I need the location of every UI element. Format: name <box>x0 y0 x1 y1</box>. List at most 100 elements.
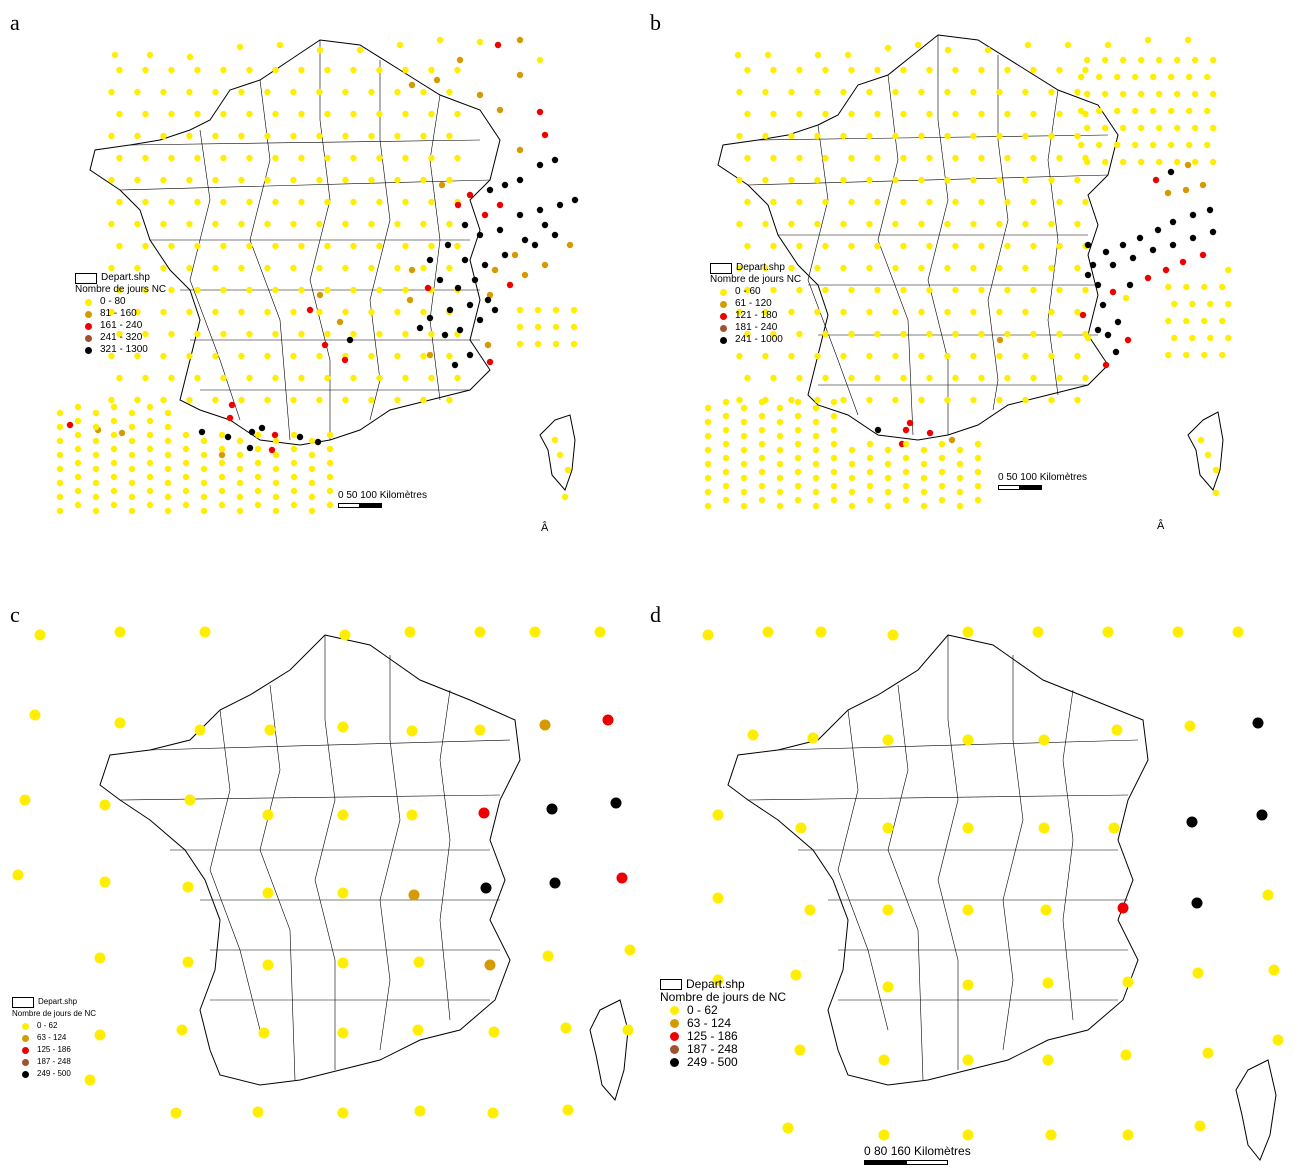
station-dot <box>812 446 820 454</box>
station-dot <box>128 465 136 473</box>
station-dot <box>1101 124 1109 132</box>
legend-shape-swatch <box>75 272 97 284</box>
station-dot <box>164 451 172 459</box>
station-dot <box>830 412 838 420</box>
station-dot <box>840 132 847 140</box>
station-dot <box>956 460 964 468</box>
station-dot <box>788 352 795 360</box>
station-dot <box>1082 374 1089 382</box>
station-dot <box>814 308 821 316</box>
station-dot <box>546 803 558 815</box>
station-dot <box>900 154 907 162</box>
station-dot <box>264 396 271 404</box>
station-dot <box>1074 220 1081 228</box>
station-dot <box>1004 330 1011 338</box>
station-dot <box>1056 242 1063 250</box>
station-dot <box>734 51 742 59</box>
station-dot <box>1056 374 1063 382</box>
legend-dot <box>22 1046 29 1054</box>
station-dot <box>1149 73 1157 81</box>
station-dot <box>199 626 211 638</box>
station-dot <box>308 451 316 459</box>
station-dot <box>74 501 82 509</box>
station-dot <box>744 154 751 162</box>
station-dot <box>996 308 1003 316</box>
station-dot <box>938 468 946 476</box>
station-dot <box>324 374 331 382</box>
station-dot <box>952 242 959 250</box>
station-dot <box>110 417 118 425</box>
station-dot <box>296 433 304 441</box>
station-dot <box>146 487 154 495</box>
station-dot <box>350 198 357 206</box>
station-dot <box>1084 241 1092 249</box>
station-dot <box>874 242 881 250</box>
station-dot <box>160 132 167 140</box>
station-dot <box>220 154 227 162</box>
station-dot <box>252 1106 264 1118</box>
station-dot <box>272 330 279 338</box>
station-dot <box>900 242 907 250</box>
station-dot <box>168 286 175 294</box>
station-dot <box>446 396 453 404</box>
station-dot <box>342 132 349 140</box>
station-dot <box>272 154 279 162</box>
station-dot <box>962 1129 974 1141</box>
station-dot <box>892 352 899 360</box>
station-dot <box>1197 436 1205 444</box>
station-dot <box>1165 317 1172 325</box>
station-dot <box>521 271 529 279</box>
station-dot <box>212 308 219 316</box>
station-dot <box>290 132 297 140</box>
station-dot <box>814 88 821 96</box>
station-dot <box>944 308 951 316</box>
station-dot <box>1074 396 1081 404</box>
station-dot <box>549 877 561 889</box>
station-dot <box>238 132 245 140</box>
station-dot <box>168 242 175 250</box>
station-dot <box>747 729 759 741</box>
station-dot <box>758 454 766 462</box>
station-dot <box>776 432 784 440</box>
station-dot <box>1089 261 1097 269</box>
station-dot <box>246 242 253 250</box>
station-dot <box>796 374 803 382</box>
station-dot <box>1167 73 1175 81</box>
station-dot <box>1162 266 1170 274</box>
station-dot <box>1192 967 1204 979</box>
station-dot <box>796 330 803 338</box>
station-dot <box>264 352 271 360</box>
station-dot <box>830 468 838 476</box>
legend-class: 125 - 186 <box>37 1045 71 1054</box>
station-dot <box>308 507 316 515</box>
station-dot <box>561 493 569 501</box>
station-dot <box>246 330 253 338</box>
station-dot <box>1082 286 1089 294</box>
station-dot <box>762 220 769 228</box>
station-dot <box>736 352 743 360</box>
station-dot <box>1144 36 1152 44</box>
station-dot <box>944 220 951 228</box>
station-dot <box>420 264 427 272</box>
station-dot <box>212 132 219 140</box>
station-dot <box>324 110 331 118</box>
map-b <box>704 34 1232 510</box>
station-dot <box>902 426 910 434</box>
station-dot <box>246 374 253 382</box>
station-dot <box>551 231 559 239</box>
station-dot <box>236 437 244 445</box>
station-dot <box>394 132 401 140</box>
station-dot <box>866 440 874 448</box>
station-dot <box>918 88 925 96</box>
station-dot <box>788 396 795 404</box>
station-dot <box>376 198 383 206</box>
station-dot <box>446 352 453 360</box>
station-dot <box>740 418 748 426</box>
station-dot <box>848 446 856 454</box>
station-dot <box>926 330 933 338</box>
station-dot <box>350 242 357 250</box>
station-dot <box>1262 889 1274 901</box>
station-dot <box>238 176 245 184</box>
station-dot <box>1209 124 1217 132</box>
station-dot <box>326 487 334 495</box>
